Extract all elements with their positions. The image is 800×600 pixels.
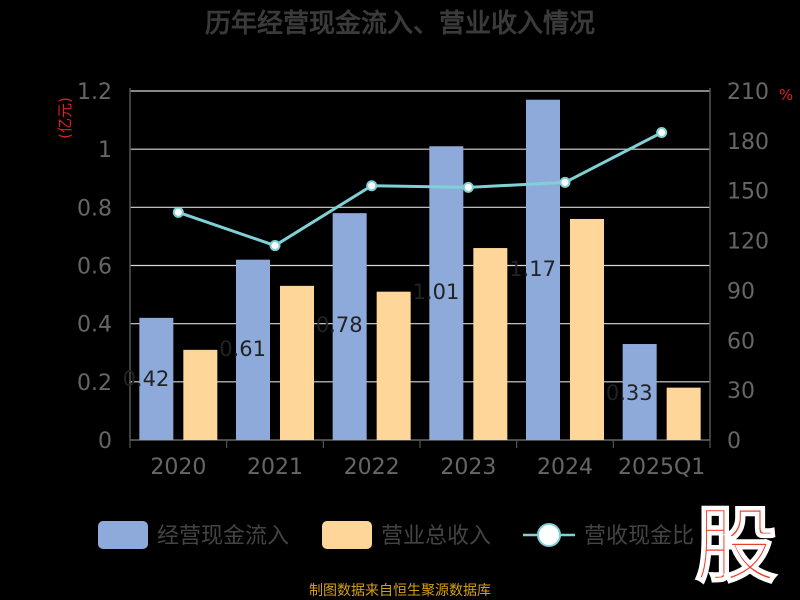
line-point (172, 206, 184, 218)
y-left-tick-label: 0.8 (77, 196, 112, 221)
bar-cash-inflow (236, 259, 270, 440)
bar-cash-inflow (429, 146, 464, 440)
y-right-tick-label: 0 (727, 429, 741, 454)
y-right-tick-label: 90 (727, 279, 755, 304)
line-point (269, 240, 281, 252)
bar-revenue (570, 218, 604, 440)
data-label: 0.33 (606, 381, 653, 405)
bar-cash-inflow (526, 99, 560, 440)
y-left-tick-label: 1.2 (77, 80, 112, 105)
y-right-tick-label: 150 (727, 180, 769, 205)
y-right-tick-label: 180 (727, 130, 769, 155)
y-right-tick-label: 30 (727, 379, 755, 404)
line-point (559, 176, 571, 188)
line-cash-ratio (177, 131, 663, 248)
chart-title: 历年经营现金流入、营业收入情况 (205, 8, 595, 39)
data-label: 1.17 (509, 257, 556, 281)
legend-label-cash-ratio: 营收现金比 (584, 524, 694, 549)
bar-revenue (473, 248, 508, 440)
y-right-tick-label: 120 (727, 230, 769, 255)
y-left-tick-label: 0 (98, 429, 112, 454)
bar-cash-inflow (622, 344, 657, 440)
x-tick-label: 2022 (344, 455, 400, 480)
y-right-axis-label: % (779, 86, 793, 104)
y-left-tick-label: 1 (98, 138, 112, 163)
y-left-axis-label: (亿元) (56, 97, 74, 139)
data-label: 0.78 (316, 313, 363, 337)
bar-cash-inflow (139, 317, 174, 440)
line-point (656, 127, 668, 139)
bar-revenue (376, 291, 411, 440)
y-left-tick-label: 0.2 (77, 371, 112, 396)
data-label: 0.61 (219, 337, 266, 361)
logo-icon: 股 (690, 498, 782, 595)
legend-label-cash-inflow: 经营现金流入 (157, 524, 289, 549)
bar-revenue (666, 387, 701, 440)
line-point (462, 181, 474, 193)
legend-label-revenue: 营业总收入 (381, 524, 491, 549)
x-tick-label: 2024 (537, 455, 593, 480)
legend-swatch-revenue (322, 521, 372, 549)
legend-marker-cash-ratio (537, 523, 561, 547)
line-point (366, 180, 378, 192)
legend-swatch-cash-inflow (98, 521, 148, 549)
x-tick-label: 2023 (440, 455, 496, 480)
x-tick-label: 2025Q1 (618, 455, 705, 480)
y-left-tick-label: 0.6 (77, 255, 112, 280)
bar-revenue (183, 349, 218, 440)
data-label: 0.42 (123, 367, 170, 391)
y-right-tick-label: 210 (727, 80, 769, 105)
logo-glyph: 股 (695, 500, 777, 586)
data-label: 1.01 (413, 280, 460, 304)
source-note: 制图数据来自恒生聚源数据库 (309, 583, 491, 599)
bar-revenue (280, 285, 314, 440)
bar-cash-inflow (332, 213, 367, 440)
y-left-tick-label: 0.4 (77, 313, 112, 338)
x-tick-label: 2020 (150, 455, 206, 480)
y-right-tick-label: 60 (727, 329, 755, 354)
x-tick-label: 2021 (247, 455, 303, 480)
